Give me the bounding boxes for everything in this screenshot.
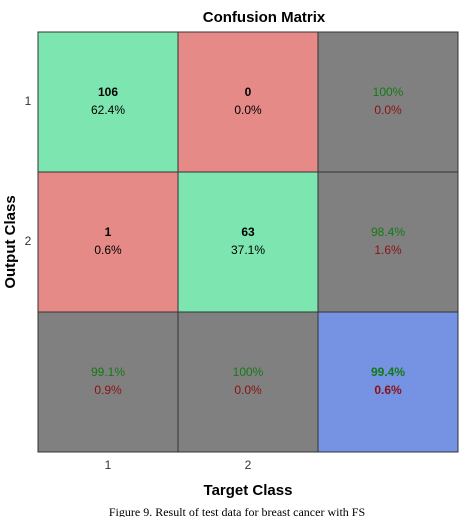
x-tick-label: 1 xyxy=(105,458,112,472)
percent-label: 0.0% xyxy=(234,103,262,117)
row-correct: 98.4% xyxy=(371,225,405,239)
row-correct: 100% xyxy=(373,85,404,99)
count-label: 63 xyxy=(241,225,255,239)
cell xyxy=(37,31,179,173)
count-label: 0 xyxy=(245,85,252,99)
caption: Figure 9. Result of test data for breast… xyxy=(109,505,365,517)
cell xyxy=(317,31,459,173)
x-tick-label: 2 xyxy=(245,458,252,472)
y-tick-label: 2 xyxy=(25,234,32,248)
cell xyxy=(177,311,319,453)
cell xyxy=(37,171,179,313)
percent-label: 37.1% xyxy=(231,243,265,257)
column-wrong: 0.0% xyxy=(234,383,262,397)
row-wrong: 0.0% xyxy=(374,103,402,117)
y-axis-title: Output Class xyxy=(2,195,19,288)
column-correct: 100% xyxy=(233,365,264,379)
cell xyxy=(317,311,459,453)
percent-label: 62.4% xyxy=(91,103,125,117)
overall-wrong: 0.6% xyxy=(374,383,402,397)
percent-label: 0.6% xyxy=(94,243,122,257)
column-correct: 99.1% xyxy=(91,365,125,379)
cell xyxy=(177,171,319,313)
row-wrong: 1.6% xyxy=(374,243,402,257)
count-label: 106 xyxy=(98,85,118,99)
y-tick-label: 1 xyxy=(25,94,32,108)
x-axis-title: Target Class xyxy=(204,482,293,499)
cell xyxy=(177,31,319,173)
count-label: 1 xyxy=(105,225,112,239)
cell xyxy=(317,171,459,313)
overall-correct: 99.4% xyxy=(371,365,405,379)
cell xyxy=(37,311,179,453)
column-wrong: 0.9% xyxy=(94,383,122,397)
chart-title: Confusion Matrix xyxy=(203,9,326,26)
